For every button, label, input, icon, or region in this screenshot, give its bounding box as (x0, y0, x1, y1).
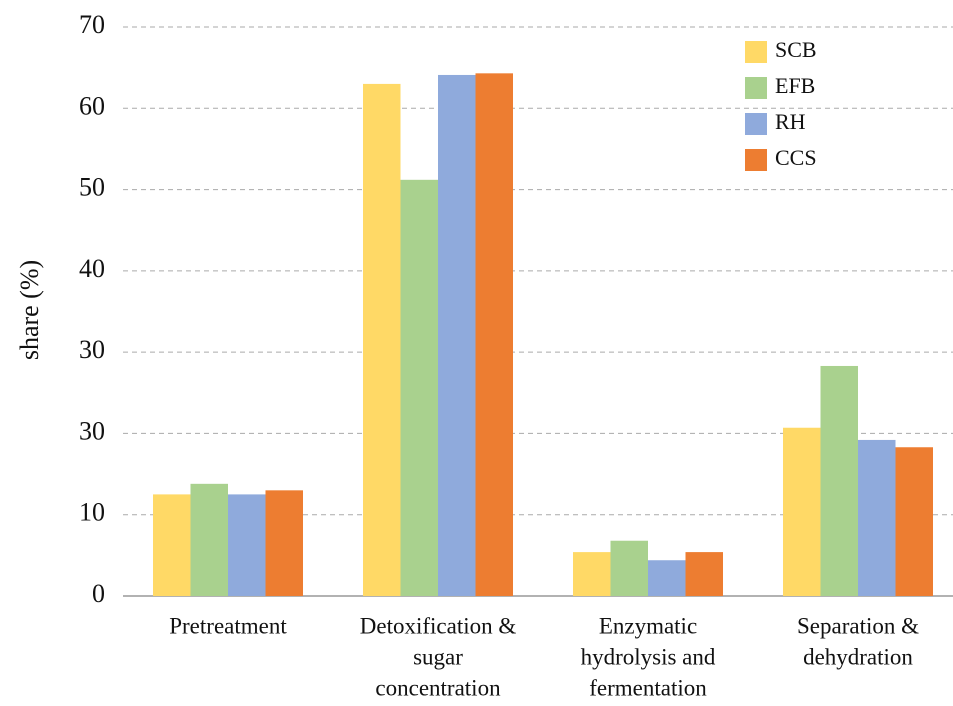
y-tick-label: 0 (92, 579, 105, 608)
y-tick-label: 60 (79, 91, 105, 120)
y-tick-label: 40 (79, 254, 105, 283)
y-tick-label: 50 (79, 173, 105, 202)
x-tick-label: hydrolysis and (581, 644, 716, 669)
x-tick-label: Pretreatment (169, 613, 287, 638)
legend-swatch (745, 149, 767, 171)
bar (265, 490, 303, 596)
x-tick-label: sugar (413, 644, 463, 669)
bar (895, 447, 933, 596)
y-tick-label: 70 (79, 10, 105, 39)
bar (648, 560, 686, 596)
y-tick-label: 30 (79, 416, 105, 445)
bar (858, 439, 896, 596)
x-tick-label: fermentation (589, 675, 707, 700)
bar (363, 83, 401, 596)
bar (438, 74, 476, 597)
bar (685, 552, 723, 596)
bar (190, 483, 228, 596)
legend-swatch (745, 77, 767, 99)
bar (400, 179, 438, 596)
y-tick-label: 10 (79, 498, 105, 527)
bar (573, 552, 611, 596)
legend-label: EFB (775, 73, 815, 98)
bar (475, 73, 513, 596)
bar (783, 427, 821, 596)
x-tick-label: dehydration (803, 644, 913, 669)
x-tick-label: Enzymatic (599, 613, 697, 638)
bar (228, 494, 266, 596)
bar (153, 494, 191, 596)
y-tick-label: 30 (79, 335, 105, 364)
x-tick-label: concentration (375, 675, 501, 700)
bar (610, 540, 648, 596)
x-tick-label: Separation & (797, 613, 919, 638)
legend-label: SCB (775, 37, 817, 62)
y-axis-label: share (%) (15, 260, 44, 360)
legend-swatch (745, 113, 767, 135)
legend-label: RH (775, 109, 806, 134)
x-tick-label: Detoxification & (360, 613, 517, 638)
bar (820, 365, 858, 596)
legend-swatch (745, 41, 767, 63)
legend-label: CCS (775, 145, 817, 170)
